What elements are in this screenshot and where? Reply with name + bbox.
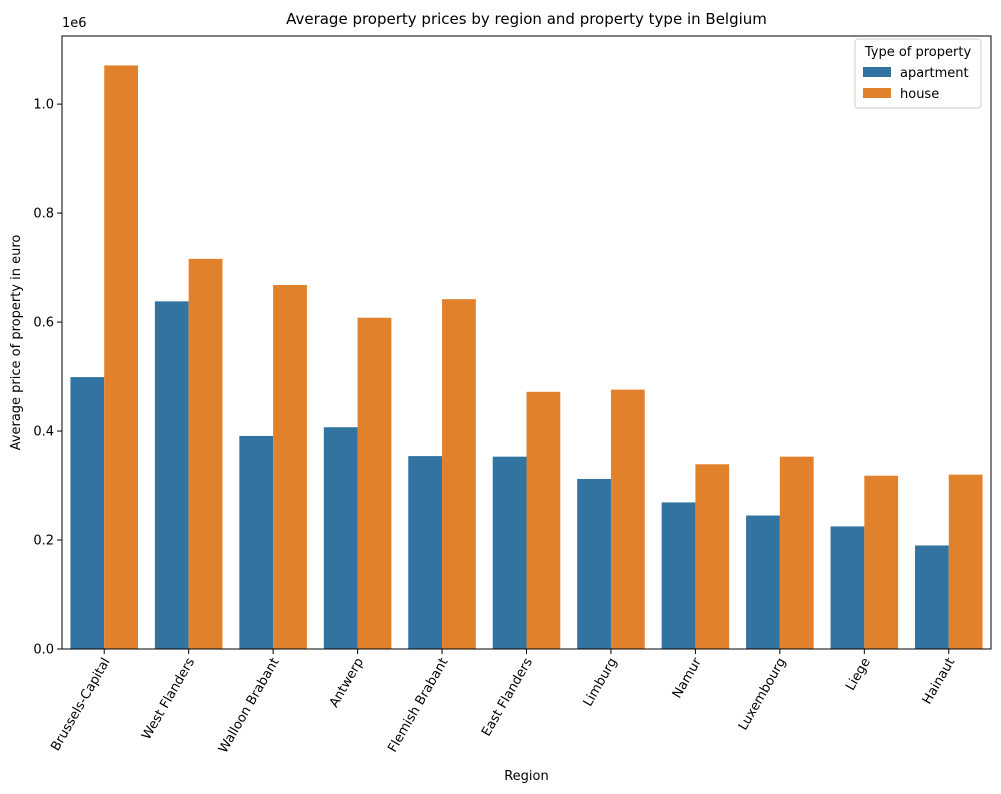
bar-house-east-flanders: [526, 391, 561, 649]
x-tick-label: Luxembourg: [736, 656, 790, 734]
legend-swatch-house: [863, 88, 891, 98]
legend-label-house: house: [900, 87, 939, 102]
chart-title: Average property prices by region and pr…: [286, 10, 767, 28]
bar-house-hainaut: [948, 474, 983, 649]
bar-apartment-luxembourg: [746, 515, 780, 649]
bar-house-antwerp: [357, 317, 392, 649]
bar-apartment-liege: [830, 526, 865, 649]
bar-house-namur: [695, 464, 730, 649]
bar-house-luxembourg: [779, 456, 814, 649]
x-tick-label: Liege: [843, 656, 874, 694]
bar-apartment-walloon-brabant: [239, 435, 274, 649]
bar-apartment-west-flanders: [154, 301, 189, 649]
y-tick-label: 1.0: [33, 98, 54, 113]
y-tick-label: 0.0: [33, 643, 54, 658]
x-axis-label: Region: [504, 769, 549, 784]
legend-label-apartment: apartment: [900, 66, 969, 81]
x-tick-label: Antwerp: [327, 656, 367, 711]
bar-house-walloon-brabant: [273, 285, 307, 649]
y-tick-label: 0.8: [33, 207, 54, 222]
y-axis-offset-label: 1e6: [62, 16, 87, 31]
bar-apartment-east-flanders: [492, 456, 527, 649]
y-tick-label: 0.4: [33, 425, 54, 440]
y-tick-label: 0.2: [33, 534, 54, 549]
bar-house-brussels-capital: [104, 65, 139, 650]
y-tick-label: 0.6: [33, 316, 54, 331]
bar-apartment-hainaut: [914, 545, 949, 649]
bar-apartment-namur: [661, 502, 696, 649]
x-tick-label: Namur: [670, 655, 705, 701]
y-axis-label: Average price of property in euro: [9, 235, 24, 451]
x-tick-label: West Flanders: [139, 655, 198, 742]
x-tick-label: Limburg: [581, 656, 621, 710]
x-tick-label: Walloon Brabant: [216, 656, 283, 756]
bar-apartment-flemish-brabant: [408, 456, 443, 649]
legend-swatch-apartment: [863, 67, 891, 77]
bar-apartment-brussels-capital: [70, 377, 105, 649]
bar-apartment-antwerp: [323, 427, 358, 649]
x-axis: Brussels-Capital West Flanders Walloon Bra…: [48, 649, 958, 756]
legend-title: Type of property: [864, 45, 972, 60]
legend: Type of property apartment house: [854, 38, 982, 109]
bar-house-limburg: [610, 389, 645, 649]
x-tick-label: Hainaut: [920, 656, 958, 708]
bars-layer: [70, 65, 983, 650]
legend-items: apartment house: [863, 66, 969, 102]
bar-apartment-limburg: [577, 478, 611, 649]
y-axis: 0.0 0.2 0.4 0.6 0.8 1.0: [33, 98, 62, 658]
x-tick-label: Flemish Brabant: [385, 656, 451, 756]
x-tick-label: Brussels-Capital: [48, 656, 113, 754]
bar-house-west-flanders: [188, 258, 223, 649]
bar-house-liege: [864, 475, 899, 649]
x-tick-label: East Flanders: [479, 655, 536, 739]
bar-house-flemish-brabant: [442, 299, 476, 649]
